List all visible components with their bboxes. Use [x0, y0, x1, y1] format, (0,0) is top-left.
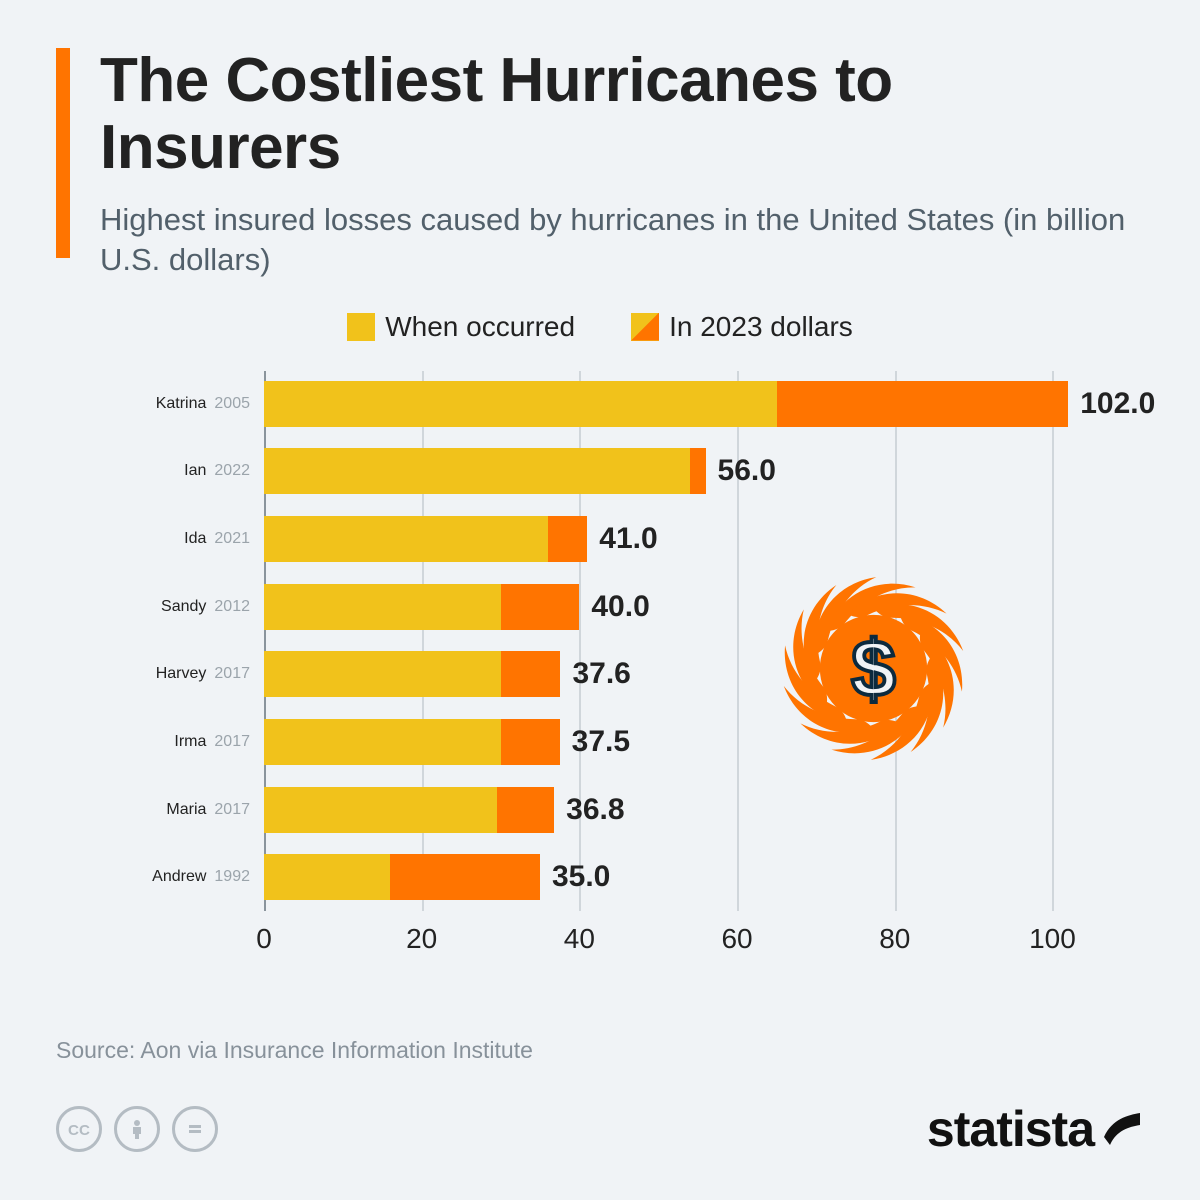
legend-item-adjusted: In 2023 dollars: [631, 311, 853, 343]
brand-mark-icon: [1100, 1107, 1144, 1151]
x-tick: 0: [256, 923, 272, 955]
svg-text:$: $: [851, 624, 895, 713]
hurricane-year: 2017: [214, 665, 250, 683]
y-axis-labels: Katrina 2005 Ian 2022 Ida 2021 Sandy 2012 Harvey…: [56, 371, 264, 911]
bar-value-label: 37.6: [560, 657, 630, 691]
x-tick: 100: [1029, 923, 1076, 955]
legend-swatch-adjusted: [631, 313, 659, 341]
hurricane-name: Katrina: [156, 395, 207, 413]
bar-row: 35.0: [264, 854, 1084, 900]
row-label: Ian 2022: [56, 448, 264, 494]
cc-nd-icon: [172, 1106, 218, 1152]
x-tick: 80: [879, 923, 910, 955]
brand-logo: statista: [927, 1100, 1144, 1158]
footer: CC statista: [56, 1100, 1144, 1158]
row-label: Ida 2021: [56, 516, 264, 562]
legend-swatch-occurred: [347, 313, 375, 341]
legend-label-occurred: When occurred: [385, 311, 575, 343]
chart-title: The Costliest Hurricanes to Insurers: [100, 48, 1144, 182]
bar-value-label: 56.0: [706, 454, 776, 488]
bar-value-label: 102.0: [1068, 387, 1155, 421]
hurricane-name: Andrew: [152, 868, 206, 886]
hurricane-dollar-icon: $: [776, 571, 971, 766]
hurricane-year: 2022: [214, 462, 250, 480]
bar-row: 56.0: [264, 448, 1084, 494]
x-tick: 40: [564, 923, 595, 955]
row-label: Sandy 2012: [56, 584, 264, 630]
row-label: Harvey 2017: [56, 651, 264, 697]
bar-value-label: 37.5: [560, 725, 630, 759]
hurricane-name: Ian: [184, 462, 206, 480]
heading-block: The Costliest Hurricanes to Insurers Hig…: [100, 48, 1144, 281]
cc-license-icons: CC: [56, 1106, 218, 1152]
cc-icon: CC: [56, 1106, 102, 1152]
hurricane-year: 2021: [214, 530, 250, 548]
row-label: Andrew 1992: [56, 854, 264, 900]
legend-label-adjusted: In 2023 dollars: [669, 311, 853, 343]
hurricane-year: 2005: [214, 395, 250, 413]
source-text: Source: Aon via Insurance Information In…: [56, 1037, 533, 1064]
bar-row: 41.0: [264, 516, 1084, 562]
row-label: Katrina 2005: [56, 381, 264, 427]
header: The Costliest Hurricanes to Insurers Hig…: [56, 48, 1144, 281]
legend-item-occurred: When occurred: [347, 311, 575, 343]
x-tick: 60: [721, 923, 752, 955]
svg-text:CC: CC: [68, 1122, 90, 1139]
hurricane-year: 2017: [214, 733, 250, 751]
x-tick: 20: [406, 923, 437, 955]
chart: Katrina 2005 Ian 2022 Ida 2021 Sandy 2012 Harvey…: [56, 371, 1144, 991]
brand-text: statista: [927, 1100, 1094, 1158]
row-label: Irma 2017: [56, 719, 264, 765]
hurricane-name: Irma: [174, 733, 206, 751]
hurricane-year: 2012: [214, 598, 250, 616]
hurricane-name: Sandy: [161, 598, 206, 616]
legend: When occurred In 2023 dollars: [56, 311, 1144, 343]
accent-bar: [56, 48, 70, 258]
bar-value-label: 40.0: [579, 590, 649, 624]
hurricane-year: 2017: [214, 801, 250, 819]
hurricane-year: 1992: [214, 868, 250, 886]
bar-row: 36.8: [264, 787, 1084, 833]
hurricane-name: Ida: [184, 530, 206, 548]
bar-value-label: 41.0: [587, 522, 657, 556]
x-axis: 020406080100: [264, 923, 1084, 963]
bar-row: 102.0: [264, 381, 1084, 427]
bar-value-label: 36.8: [554, 793, 624, 827]
row-label: Maria 2017: [56, 787, 264, 833]
cc-by-icon: [114, 1106, 160, 1152]
hurricane-name: Harvey: [156, 665, 207, 683]
bar-value-label: 35.0: [540, 860, 610, 894]
hurricane-name: Maria: [166, 801, 206, 819]
chart-subtitle: Highest insured losses caused by hurrica…: [100, 200, 1144, 281]
